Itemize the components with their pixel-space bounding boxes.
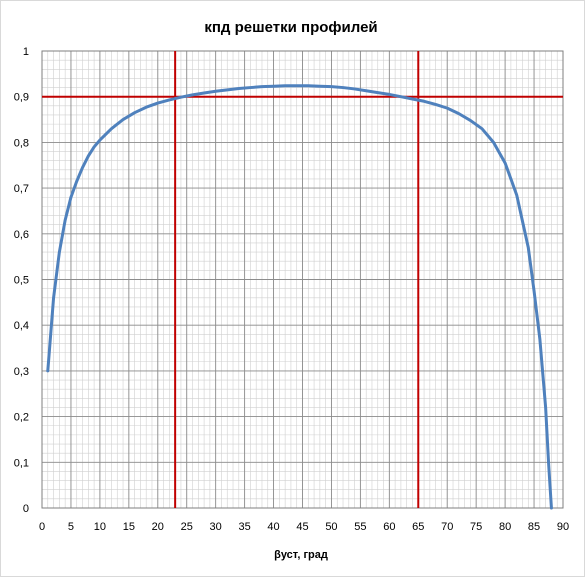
x-tick-label: 35 [238,521,250,533]
x-tick-label: 50 [325,521,337,533]
x-tick-label: 30 [210,521,222,533]
y-tick-label: 0,3 [14,366,29,378]
x-tick-labels: 0 5 10 15 20 25 30 35 40 45 50 55 60 65 70 75 80 85 90 [39,521,569,533]
x-tick-label: 5 [68,521,74,533]
y-tick-label: 0,2 [14,412,29,424]
x-tick-label: 0 [39,521,45,533]
y-tick-label: 0,8 [14,137,29,149]
plot-border [41,50,564,509]
x-tick-label: 40 [267,521,279,533]
series-layer [46,84,553,510]
y-tick-label: 0,6 [14,229,29,241]
y-tick-label: 1 [23,46,29,58]
x-tick-label: 70 [441,521,453,533]
x-tick-label: 15 [123,521,135,533]
plot-area-border [41,50,564,509]
y-tick-label: 0,9 [14,92,29,104]
y-tick-label: 0,4 [14,320,29,332]
y-tick-label: 0,1 [14,457,29,469]
x-tick-label: 80 [499,521,511,533]
chart-title: кпд решетки профилей [204,19,377,36]
x-tick-label: 20 [152,521,164,533]
efficiency-curve [46,84,553,510]
x-tick-label: 75 [470,521,482,533]
x-axis-title: βуст, град [274,549,328,561]
x-tick-label: 25 [181,521,193,533]
y-tick-labels: 0 0,1 0,2 0,3 0,4 0,5 0,6 0,7 0,8 0,9 1 [14,46,29,515]
y-tick-label: 0,7 [14,183,29,195]
y-tick-label: 0,5 [14,275,29,287]
x-tick-label: 85 [528,521,540,533]
x-tick-label: 10 [94,521,106,533]
x-tick-label: 55 [354,521,366,533]
x-tick-label: 45 [296,521,308,533]
x-tick-label: 60 [383,521,395,533]
x-tick-label: 90 [557,521,569,533]
x-tick-label: 65 [412,521,424,533]
y-tick-label: 0 [23,503,29,515]
major-grid [41,50,564,509]
reference-lines [42,51,563,508]
